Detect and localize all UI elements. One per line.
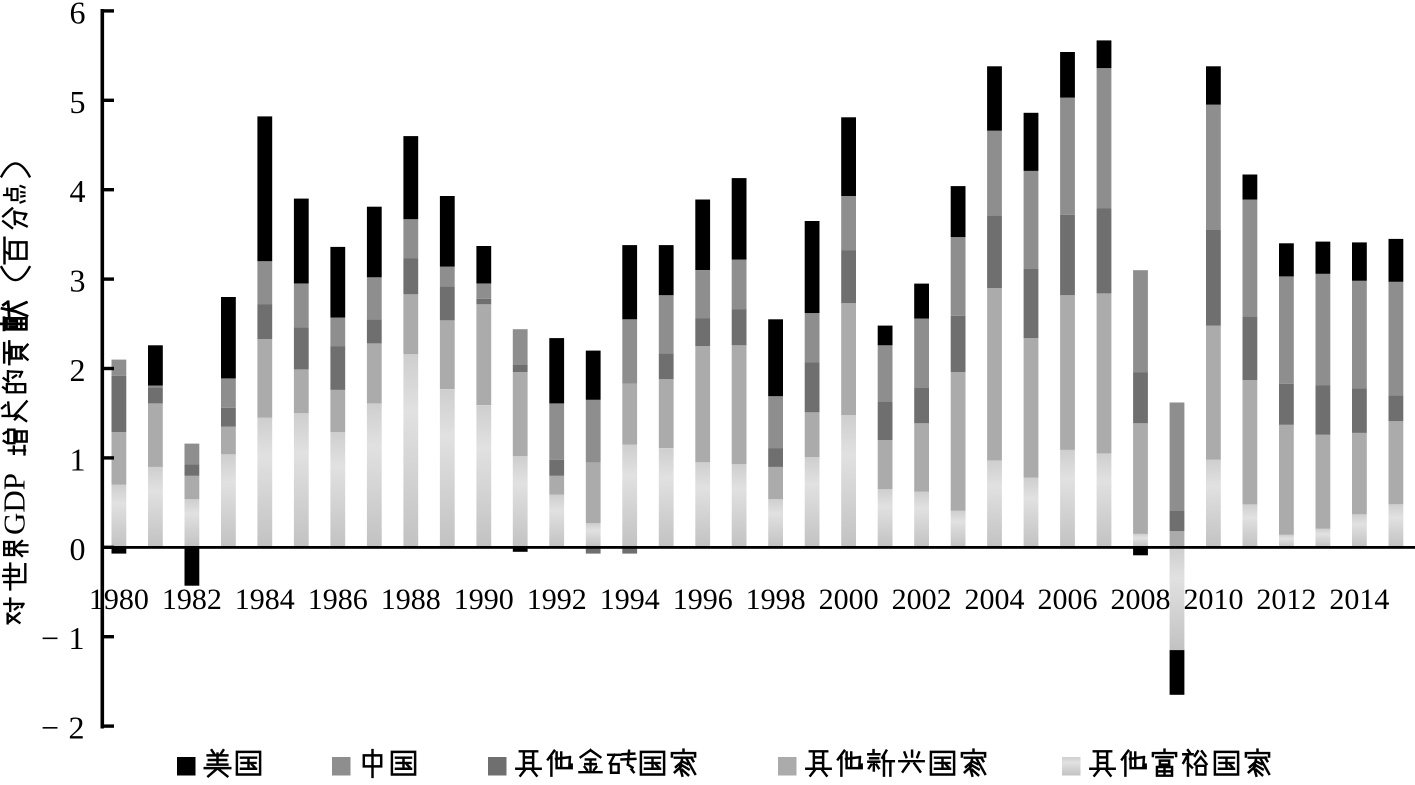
svg-text:1998: 1998 (746, 583, 806, 616)
svg-text:1988: 1988 (381, 583, 441, 616)
svg-text:1990: 1990 (454, 583, 514, 616)
svg-text:1980: 1980 (89, 583, 149, 616)
svg-text:2002: 2002 (892, 583, 952, 616)
svg-text:2008: 2008 (1111, 583, 1171, 616)
svg-text:1994: 1994 (600, 583, 660, 616)
svg-text:2012: 2012 (1256, 583, 1316, 616)
svg-text:2004: 2004 (965, 583, 1025, 616)
svg-text:2000: 2000 (819, 583, 879, 616)
svg-text:1992: 1992 (527, 583, 587, 616)
svg-text:1982: 1982 (162, 583, 222, 616)
svg-text:1986: 1986 (308, 583, 368, 616)
svg-text:1: 1 (70, 441, 86, 477)
svg-text:GDP: GDP (0, 473, 32, 535)
svg-text:2010: 2010 (1184, 583, 1244, 616)
svg-text:2006: 2006 (1038, 583, 1098, 616)
svg-text:6: 6 (70, 0, 86, 30)
svg-text:2: 2 (69, 710, 85, 746)
svg-text:1: 1 (69, 620, 85, 656)
svg-text:3: 3 (70, 263, 86, 299)
svg-text:2014: 2014 (1329, 583, 1389, 616)
svg-text:−: − (41, 710, 59, 746)
svg-text:1984: 1984 (235, 583, 295, 616)
svg-text:0: 0 (70, 531, 86, 567)
svg-text:5: 5 (70, 84, 86, 120)
svg-text:−: − (41, 620, 59, 656)
svg-text:1996: 1996 (673, 583, 733, 616)
svg-text:2: 2 (70, 352, 86, 388)
svg-text:4: 4 (70, 173, 86, 209)
